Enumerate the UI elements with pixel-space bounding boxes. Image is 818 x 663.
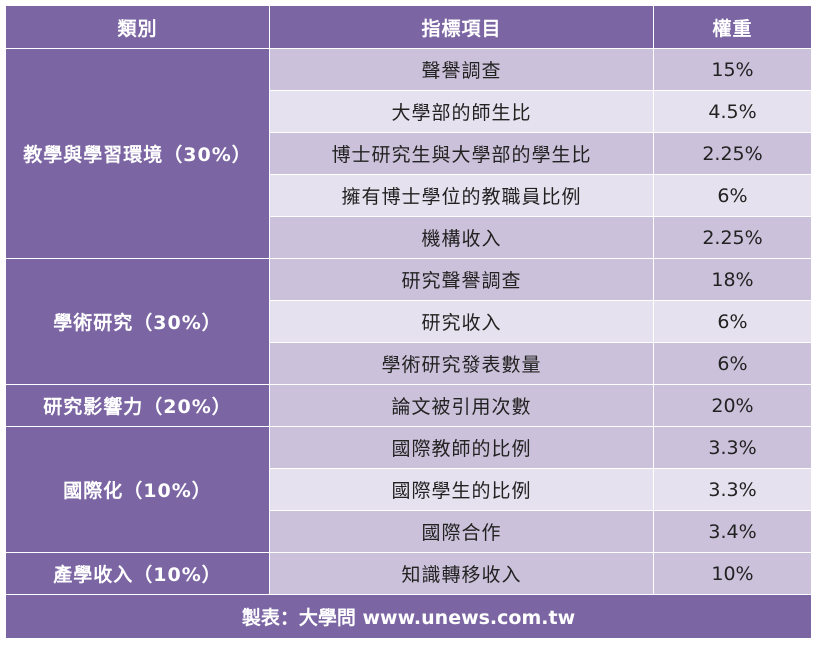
category-cell: 國際化（10%） (5, 426, 270, 553)
table-row: 研究收入 6% (6, 300, 812, 343)
table-row: 擁有博士學位的教職員比例 6% (6, 174, 812, 217)
weight-cell: 3.4% (653, 510, 812, 553)
weight-cell: 2.25% (653, 216, 812, 259)
weight-cell: 6% (653, 342, 812, 385)
ranking-weights-table: 類別 指標項目 權重 教學與學習環境（30%） 聲譽調查 15% 大學部的師生比… (5, 5, 812, 639)
weight-cell: 6% (653, 174, 812, 217)
category-cell: 教學與學習環境（30%） (5, 48, 270, 259)
indicator-cell: 學術研究發表數量 (269, 342, 654, 385)
category-cell: 產學收入（10%） (5, 552, 270, 595)
weight-cell: 3.3% (653, 426, 812, 469)
footer-row: 製表：大學問 www.unews.com.tw (5, 594, 812, 639)
table-row: 國際合作 3.4% (6, 510, 812, 553)
indicator-cell: 知識轉移收入 (269, 552, 654, 595)
indicator-cell: 大學部的師生比 (269, 90, 654, 133)
weight-cell: 2.25% (653, 132, 812, 175)
indicator-cell: 論文被引用次數 (269, 384, 654, 427)
indicator-cell: 機構收入 (269, 216, 654, 259)
table-row: 學術研究發表數量 6% (6, 342, 812, 385)
indicator-cell: 博士研究生與大學部的學生比 (269, 132, 654, 175)
indicator-cell: 國際學生的比例 (269, 468, 654, 511)
table-row: 機構收入 2.25% (6, 216, 812, 259)
table-row: 國際化（10%） 國際教師的比例 3.3% (5, 426, 812, 553)
weight-cell: 18% (653, 258, 812, 301)
weight-cell: 6% (653, 300, 812, 343)
header-indicator: 指標項目 (269, 5, 654, 49)
indicator-cell: 國際教師的比例 (269, 426, 654, 469)
weight-cell: 15% (653, 48, 812, 91)
indicator-cell: 研究收入 (269, 300, 654, 343)
weight-cell: 20% (653, 384, 812, 427)
indicator-cell: 擁有博士學位的教職員比例 (269, 174, 654, 217)
weight-cell: 3.3% (653, 468, 812, 511)
table-row: 大學部的師生比 4.5% (6, 90, 812, 133)
table-row: 學術研究（30%） 研究聲譽調查 18% (5, 258, 812, 385)
header-category: 類別 (5, 5, 270, 49)
table-row: 研究影響力（20%） 論文被引用次數 20% (5, 384, 812, 427)
category-cell: 研究影響力（20%） (5, 384, 270, 427)
indicator-cell: 研究聲譽調查 (269, 258, 654, 301)
table-row: 教學與學習環境（30%） 聲譽調查 15% (5, 48, 812, 259)
header-row: 類別 指標項目 權重 (5, 5, 812, 49)
table-row: 產學收入（10%） 知識轉移收入 10% (5, 552, 812, 595)
weight-cell: 4.5% (653, 90, 812, 133)
table-footer-credit: 製表：大學問 www.unews.com.tw (5, 594, 812, 639)
category-cell: 學術研究（30%） (5, 258, 270, 385)
table-row: 國際學生的比例 3.3% (6, 468, 812, 511)
indicator-cell: 聲譽調查 (269, 48, 654, 91)
indicator-cell: 國際合作 (269, 510, 654, 553)
weight-cell: 10% (653, 552, 812, 595)
header-weight: 權重 (653, 5, 812, 49)
